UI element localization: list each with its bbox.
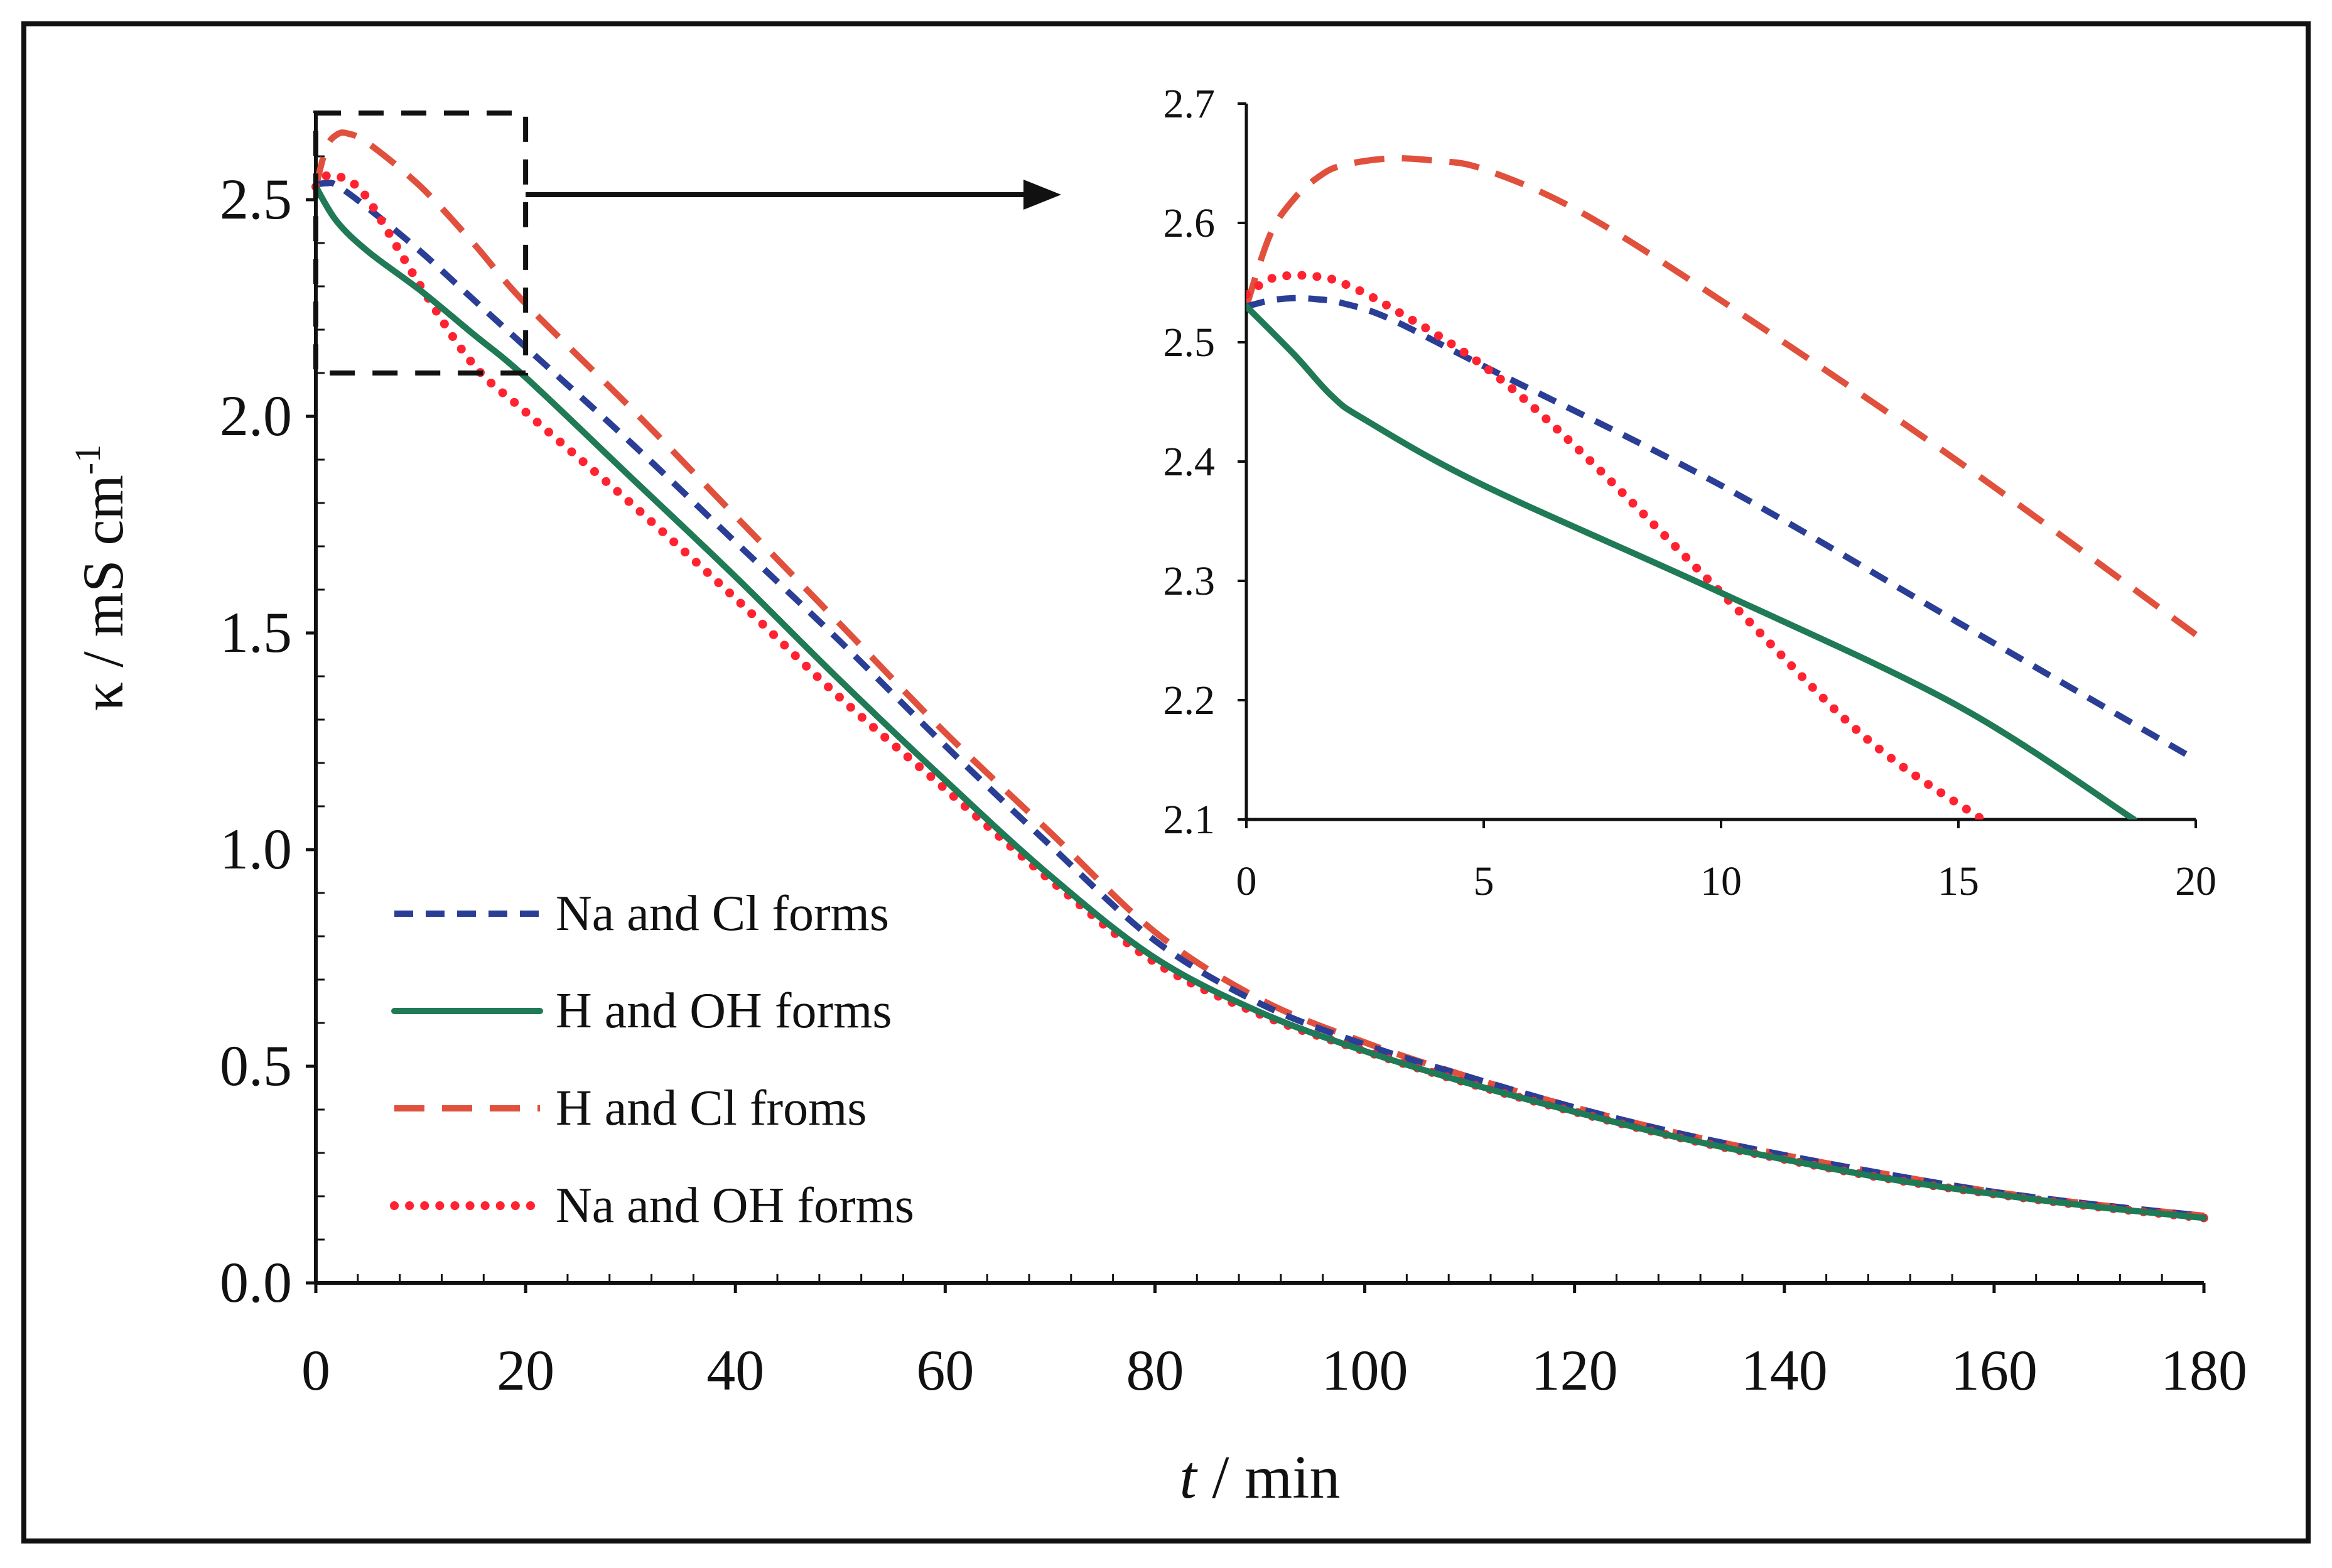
zoom-arrow-head	[1023, 180, 1061, 210]
main-x-tick-label: 0	[301, 1338, 330, 1402]
inset-x-tick-label: 0	[1236, 858, 1257, 904]
main-x-tick-label: 180	[2161, 1338, 2247, 1402]
main-x-tick-label: 80	[1126, 1338, 1184, 1402]
main-y-tick-label: 2.0	[220, 384, 292, 448]
figure-frame	[21, 21, 2311, 1544]
inset-y-tick-label: 2.5	[1163, 320, 1216, 365]
main-series-h-cl	[313, 129, 2205, 1219]
main-y-axis-label-sup: -1	[67, 445, 108, 475]
legend-label-h-cl: H and Cl froms	[556, 1081, 867, 1136]
main-plot: 0.00.51.01.52.02.50 20 40 60 80 100 120 140 160 1…	[67, 111, 2247, 1511]
inset-y-tick-label: 2.1	[1163, 797, 1216, 843]
main-x-tick-label: 160	[1951, 1338, 2038, 1402]
zoom-box	[313, 111, 529, 376]
main-x-tick-label: 140	[1741, 1338, 1828, 1402]
main-x-axis-label: t / min	[1180, 1444, 1341, 1511]
inset-series-h-cl	[1246, 155, 2198, 637]
inset-y-tick-label: 2.4	[1163, 439, 1216, 485]
main-y-tick-label: 2.5	[220, 167, 292, 231]
inset-y-tick-label: 2.6	[1163, 200, 1216, 246]
main-series-na-oh	[311, 170, 2208, 1223]
main-y-tick-label: 1.5	[220, 600, 292, 664]
main-x-tick-label: 60	[916, 1338, 974, 1402]
inset-x-tick-label: 20	[2175, 858, 2216, 904]
main-x-axis-label-unit: / min	[1197, 1444, 1341, 1511]
inset-x-tick-label: 15	[1938, 858, 1979, 904]
main-y-tick-label: 0.0	[220, 1250, 292, 1314]
inset-plot: 2.1 2.2 2.3 2.4 2.5 2.6 2.7 0 5 10 15 20	[1163, 81, 2217, 904]
main-x-tick-label: 20	[497, 1338, 554, 1402]
main-x-tick-label: 40	[706, 1338, 764, 1402]
main-y-tick-label: 0.5	[220, 1034, 292, 1098]
legend: Na and Cl forms H and OH forms H and Cl fr…	[390, 886, 914, 1233]
main-y-tick-label: 1.0	[220, 817, 292, 881]
inset-y-tick-label: 2.2	[1163, 678, 1216, 723]
legend-label-h-oh: H and OH forms	[556, 983, 892, 1039]
main-x-tick-label: 100	[1322, 1338, 1408, 1402]
inset-series	[1246, 155, 2198, 819]
main-y-axis-label: κ / mS cm-1	[67, 445, 135, 711]
inset-series-h-oh	[1246, 303, 2137, 819]
legend-label-na-cl: Na and Cl forms	[556, 886, 889, 941]
main-series-h-oh	[313, 183, 2207, 1221]
legend-label-na-oh: Na and OH forms	[556, 1178, 914, 1233]
inset-y-tick-label: 2.7	[1163, 81, 1216, 127]
main-x-axis-label-var: t	[1180, 1444, 1199, 1511]
inset-series-na-cl	[1246, 295, 2198, 763]
main-x-tick-label: 120	[1531, 1338, 1618, 1402]
inset-x-tick-label: 5	[1474, 858, 1494, 904]
inset-x-tick-label: 10	[1700, 858, 1742, 904]
main-series-na-cl	[315, 180, 2205, 1219]
main-y-axis-label-main: κ / mS cm	[71, 475, 135, 711]
inset-y-tick-label: 2.3	[1163, 558, 1216, 604]
inset-series-na-oh	[1246, 271, 1987, 819]
